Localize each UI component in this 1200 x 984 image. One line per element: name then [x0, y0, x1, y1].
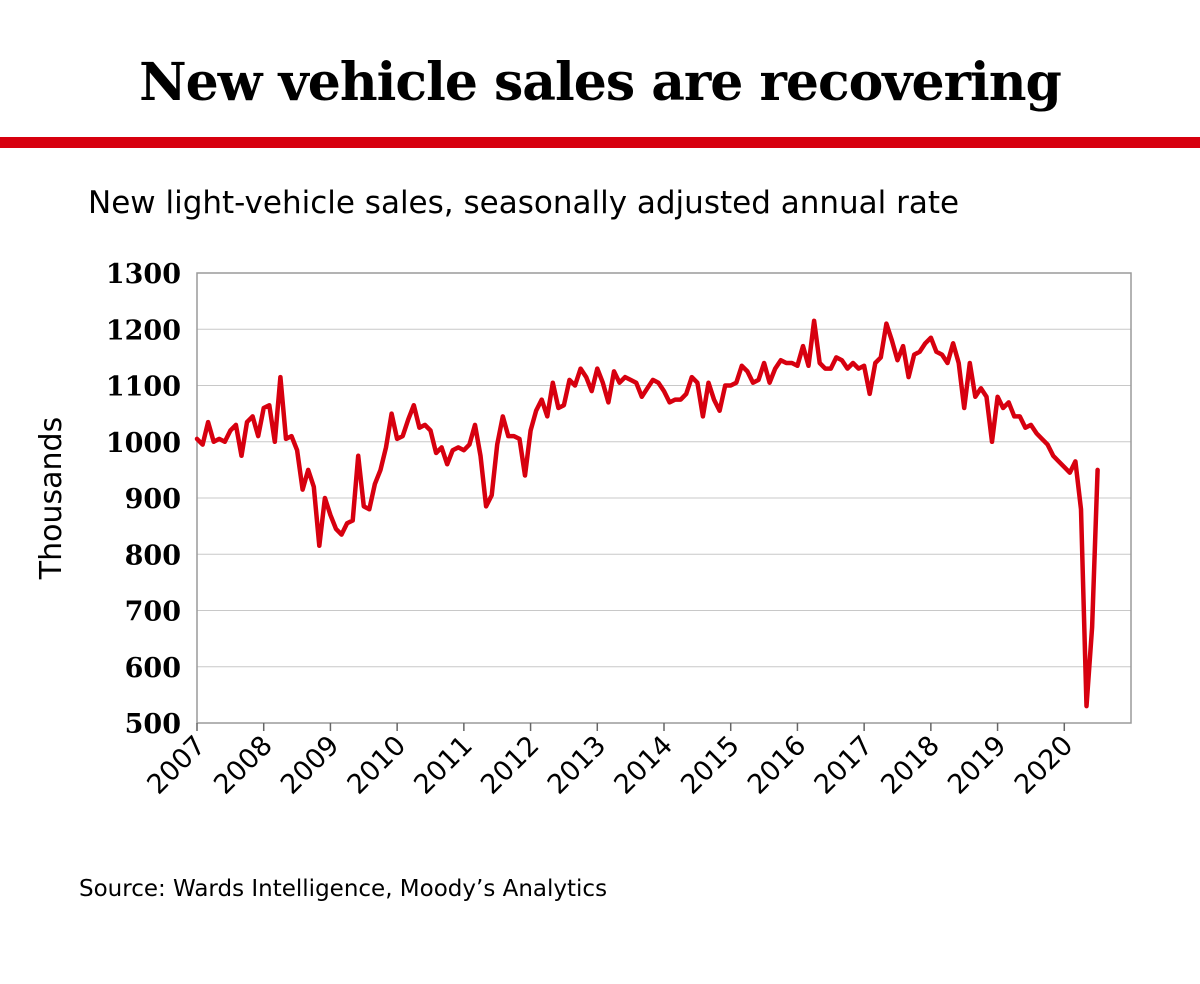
x-axis-ticks: 2007200820092010201120122013201420152016… — [141, 723, 1079, 801]
x-tick-label: 2014 — [608, 730, 679, 801]
gridlines — [197, 272, 1131, 724]
y-tick-label: 1000 — [106, 428, 181, 459]
y-tick-label: 500 — [125, 709, 181, 740]
x-tick-label: 2007 — [141, 730, 212, 801]
y-tick-label: 1300 — [106, 259, 181, 290]
x-tick-label: 2013 — [542, 730, 613, 801]
source-note: Source: Wards Intelligence, Moody’s Anal… — [79, 876, 608, 902]
y-tick-label: 700 — [125, 597, 181, 628]
x-tick-label: 2017 — [809, 730, 880, 801]
y-axis-ticks: 500 600 700 800 900 1000 1100 1200 1300 — [106, 259, 181, 740]
x-tick-label: 2012 — [475, 730, 546, 801]
y-tick-label: 1100 — [106, 372, 181, 403]
x-tick-label: 2019 — [942, 730, 1013, 801]
y-axis-label: Thousands — [34, 417, 69, 580]
x-tick-label: 2016 — [742, 730, 813, 801]
series-line — [194, 318, 1100, 709]
x-tick-label: 2011 — [408, 730, 479, 801]
x-tick-label: 2015 — [675, 730, 746, 801]
y-tick-label: 800 — [125, 540, 181, 571]
x-tick-label: 2020 — [1009, 730, 1080, 801]
y-tick-label: 1200 — [106, 315, 181, 346]
chart-subtitle: New light-vehicle sales, seasonally adju… — [88, 185, 960, 221]
chart-title: New vehicle sales are recovering — [139, 52, 1062, 113]
x-tick-label: 2010 — [342, 730, 413, 801]
x-tick-label: 2009 — [275, 730, 346, 801]
x-tick-label: 2008 — [208, 730, 279, 801]
x-tick-label: 2018 — [875, 730, 946, 801]
y-tick-label: 900 — [125, 484, 181, 515]
y-tick-label: 600 — [125, 653, 181, 684]
title-rule — [0, 137, 1200, 148]
